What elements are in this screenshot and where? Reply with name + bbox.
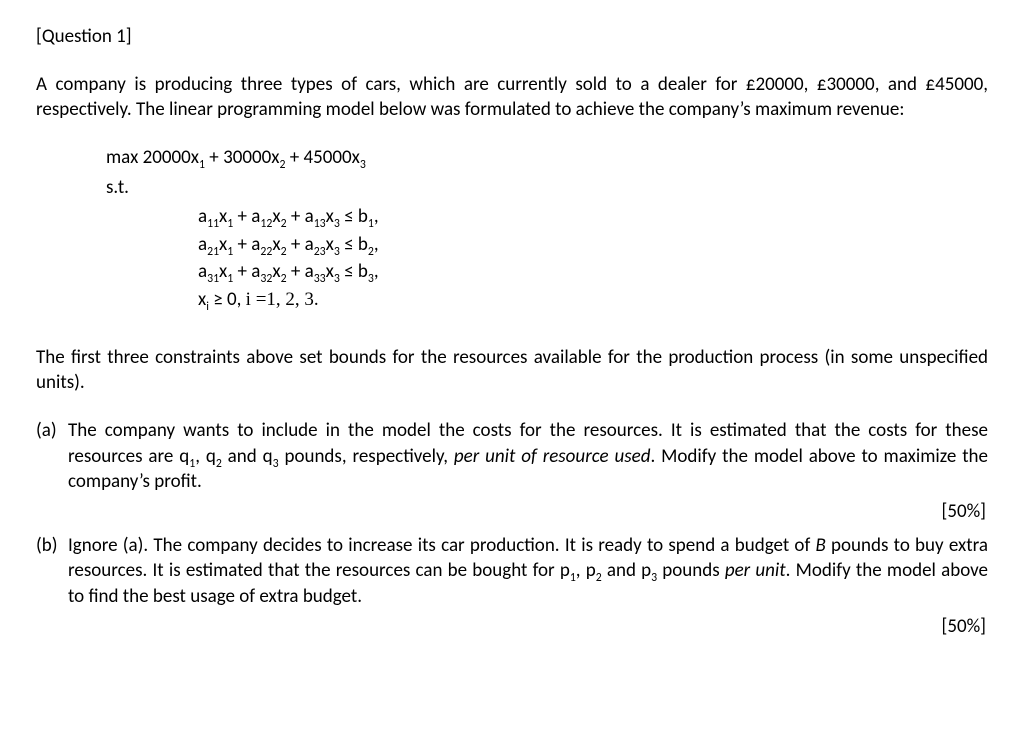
lp-objective: max 20000x1 + 30000x2 + 45000x3 [106, 145, 988, 171]
var-x: x [198, 288, 206, 311]
q2: q [206, 445, 216, 468]
budget-b: B [815, 534, 825, 557]
part-b-lead: Ignore (a). The company decides to incre… [68, 534, 815, 557]
part-a: (a) The company wants to include in the … [36, 418, 988, 495]
obj-c1: 20000 [143, 146, 191, 169]
sep: and [602, 559, 641, 582]
part-a-label: (a) [36, 418, 68, 444]
part-b-body: Ignore (a). The company decides to incre… [68, 533, 988, 610]
document-page: [Question 1] A company is producing thre… [0, 0, 1024, 655]
part-b-label: (b) [36, 533, 68, 559]
question-header: [Question 1] [36, 24, 988, 50]
sep: and [222, 445, 263, 468]
lp-subject-to: s.t. [106, 175, 988, 201]
nonneg-rel: ≥ 0, [209, 288, 246, 311]
lp-model: max 20000x1 + 30000x2 + 45000x3 s.t. a11… [106, 145, 988, 313]
lp-constraints: a11x1 + a12x2 + a13x3 ≤ b1, a21x1 + a22x… [198, 204, 988, 313]
obj-prefix: max [106, 146, 143, 169]
obj-c2: 30000 [223, 146, 271, 169]
constraint-row: a21x1 + a22x2 + a23x3 ≤ b2, [198, 232, 988, 258]
q3: q [263, 445, 273, 468]
part-b-italic: per unit [725, 559, 786, 582]
part-a-body: The company wants to include in the mode… [68, 418, 988, 495]
constraint-row: a31x1 + a32x2 + a33x3 ≤ b3, [198, 259, 988, 285]
sep: , [576, 559, 586, 582]
sep: , [195, 445, 206, 468]
part-b: (b) Ignore (a). The company decides to i… [36, 533, 988, 610]
nonneg-tail: i =1, 2, 3. [246, 289, 319, 310]
part-b-marks: [50%] [36, 614, 988, 640]
q1: q [179, 445, 189, 468]
constraint-row: a11x1 + a12x2 + a13x3 ≤ b1, [198, 204, 988, 230]
part-b-mid2: pounds [657, 559, 725, 582]
mid-paragraph: The first three constraints above set bo… [36, 345, 988, 396]
p3: p [641, 559, 651, 582]
intro-paragraph: A company is producing three types of ca… [36, 72, 988, 123]
p1: p [560, 559, 570, 582]
obj-c3: 45000 [303, 146, 351, 169]
part-a-marks: [50%] [36, 499, 988, 525]
part-a-mid: pounds, respectively, [279, 445, 454, 468]
p2: p [586, 559, 596, 582]
nonnegativity: xi ≥ 0, i =1, 2, 3. [198, 287, 988, 313]
part-a-italic: per unit of resource used [454, 445, 651, 468]
